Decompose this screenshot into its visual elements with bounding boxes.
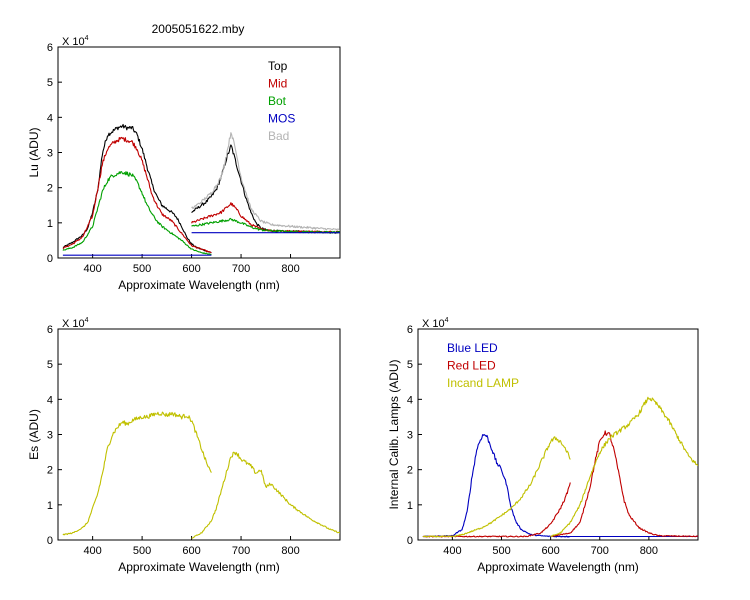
legend-entry: MOS [268,112,295,126]
series-line [62,171,212,256]
y-tick-label: 4 [407,394,413,406]
x-tick-label: 800 [640,545,658,557]
x-tick-label: 700 [232,545,250,557]
plot-area [422,396,698,538]
series-line [191,202,340,234]
x-tick-label: 600 [182,263,200,275]
x-axis-label: Approximate Wavelength (nm) [118,560,280,574]
y-multiplier-exponent: 4 [85,317,89,324]
y-multiplier-exponent: 4 [445,317,449,324]
x-tick-label: 700 [591,545,609,557]
y-tick-label: 3 [47,148,53,160]
y-tick-label: 5 [407,359,413,371]
y-tick-label: 1 [407,500,413,512]
y-multiplier: X 104 [62,35,89,48]
series-line [422,436,571,538]
series-line [191,132,340,231]
chart-lu: 0 1 2 3 4 5 6 400 500 600 700 800 X 104 Approximate W… [27,35,341,292]
x-tick-label: 600 [182,545,200,557]
legend-entry: Top [268,59,288,73]
y-tick-label: 3 [47,430,53,442]
series-line [62,136,212,254]
y-tick-label: 3 [407,430,413,442]
y-tick-label: 0 [47,535,53,547]
y-tick-label: 5 [47,359,53,371]
legend-entry: Blue LED [447,341,498,355]
legend-entry: Red LED [447,359,496,373]
series-line [62,123,212,254]
legend-entry: Bad [268,129,289,143]
x-tick-label: 400 [443,545,461,557]
y-tick-label: 0 [47,253,53,265]
series-line [550,396,698,538]
y-multiplier-exponent: 4 [85,35,89,42]
legend-entry: Incand LAMP [447,376,519,390]
y-tick-label: 6 [47,324,53,336]
y-axis-label: Lu (ADU) [27,127,41,177]
chart-es: 0 1 2 3 4 5 6 400 500 600 700 800 X 104 Approximate W… [27,317,341,574]
plot-area [62,123,340,256]
legend-entry: Mid [268,77,287,91]
x-tick-label: 700 [232,263,250,275]
y-tick-label: 6 [407,324,413,336]
y-tick-label: 5 [47,77,53,89]
x-tick-label: 500 [133,545,151,557]
x-tick-label: 800 [281,263,299,275]
x-tick-label: 400 [83,263,101,275]
x-tick-label: 800 [281,545,299,557]
y-tick-label: 2 [47,465,53,477]
x-tick-label: 400 [83,545,101,557]
series-line [62,411,212,536]
y-multiplier: X 104 [62,317,89,330]
y-tick-label: 4 [47,112,53,124]
series-line [550,430,698,538]
y-tick-label: 2 [47,183,53,195]
y-tick-label: 1 [47,218,53,230]
x-tick-label: 600 [541,545,559,557]
y-tick-label: 4 [47,394,53,406]
y-multiplier: X 104 [422,317,449,330]
x-axis-label: Approximate Wavelength (nm) [118,278,280,292]
y-tick-label: 2 [407,465,413,477]
x-tick-label: 500 [133,263,151,275]
x-axis-label: Approximate Wavelength (nm) [477,560,639,574]
figure-title: 2005051622.mby [152,22,245,36]
series-line [191,451,340,539]
y-tick-label: 1 [47,500,53,512]
y-axis-label: Es (ADU) [27,409,41,460]
plot-area [62,411,340,539]
legend-entry: Bot [268,94,287,108]
y-tick-label: 0 [407,535,413,547]
y-axis-label: Internal Calib. Lamps (ADU) [387,359,401,509]
chart-calib: 0 1 2 3 4 5 6 400 500 600 700 800 X 104 Approximate W… [387,317,699,574]
x-tick-label: 500 [492,545,510,557]
y-tick-label: 6 [47,42,53,54]
